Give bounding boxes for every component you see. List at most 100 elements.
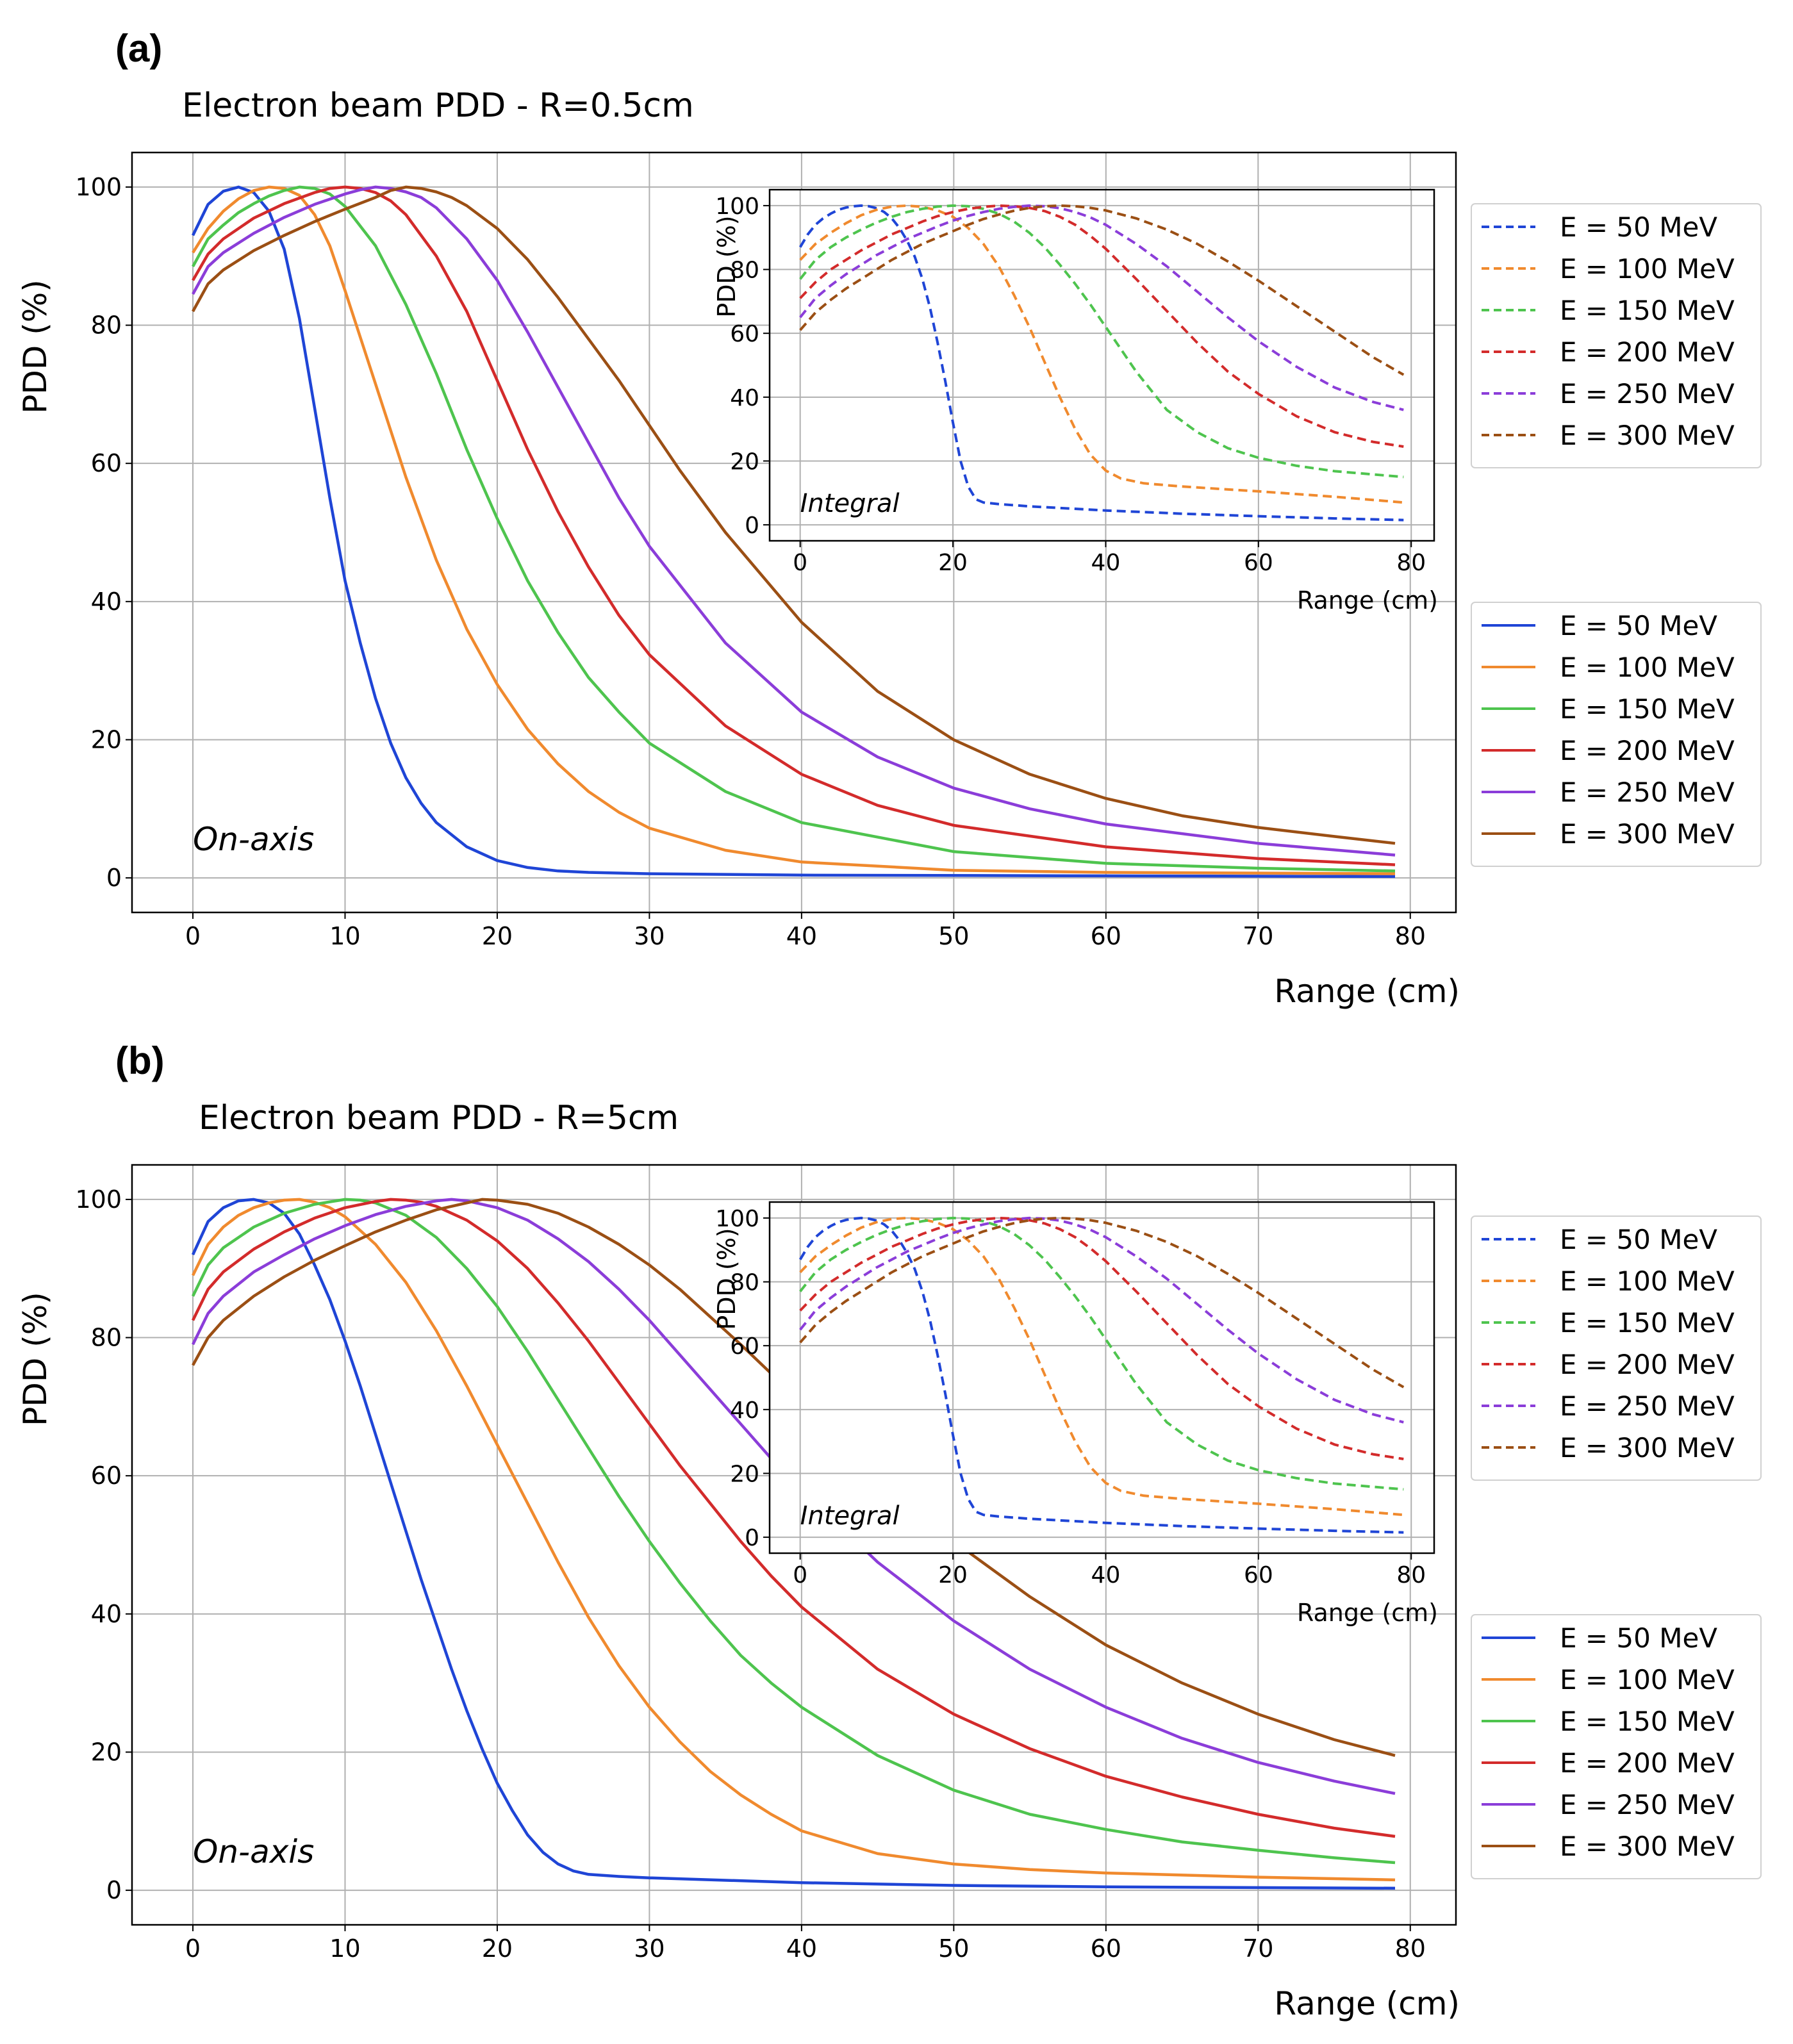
inset-x-tick-label: 40	[1091, 1562, 1121, 1588]
chart-panel-a: (a) Electron beam PDD - R=0.5cm 0 10 20 30 40 5…	[17, 27, 1762, 1010]
inset-y-axis-label: PDD (%)	[713, 215, 741, 317]
y-tick-label: 100	[75, 1185, 122, 1214]
legend-frame	[1471, 602, 1762, 867]
x-tick-label: 80	[1395, 1934, 1426, 1963]
x-tick-label: 0	[185, 1934, 201, 1963]
y-tick-label: 60	[91, 449, 122, 477]
inset-x-tick-label: 0	[793, 1562, 807, 1588]
panel-label: (b)	[115, 1039, 165, 1082]
inset-x-tick-label: 80	[1396, 550, 1426, 576]
inset-plot: 0 20 40 60 80 0 20 40 60 80 100 Integral Range (cm) P…	[713, 1201, 1438, 1627]
series-line-150mev	[192, 185, 1396, 873]
x-tick-label: 0	[185, 922, 201, 950]
inset-y-tick-label: 40	[730, 385, 759, 411]
legend-entry-label: E = 150 MeV	[1560, 1307, 1735, 1339]
x-tick-label: 70	[1243, 1934, 1273, 1963]
x-tick-label: 80	[1395, 922, 1426, 950]
x-tick-label: 50	[938, 922, 969, 950]
inset-series-group	[798, 1216, 1405, 1534]
x-tick-label: 40	[786, 1934, 817, 1963]
inset-series-line-150mev	[799, 204, 1404, 479]
legend-entry-label: E = 300 MeV	[1560, 1831, 1735, 1862]
inset-y-tick-label: 60	[730, 1333, 759, 1360]
inset-y-ticks: 0 20 40 60 80 100	[715, 1206, 1434, 1551]
legend-entry-label: E = 150 MeV	[1560, 1706, 1735, 1737]
y-tick-label: 60	[91, 1462, 122, 1490]
legend-on-axis: E = 50 MeV E = 100 MeV E = 150 MeV E = 200 …	[1471, 1614, 1762, 1879]
series-line-250mev	[191, 1198, 1396, 1795]
legend-entry-label: E = 250 MeV	[1560, 1789, 1735, 1820]
inset-x-tick-label: 20	[938, 1562, 968, 1588]
legend-entry-label: E = 200 MeV	[1560, 735, 1735, 766]
legend-entry-label: E = 200 MeV	[1560, 1747, 1735, 1779]
inset-series-line-250mev	[799, 1216, 1404, 1424]
x-tick-label: 70	[1243, 922, 1273, 950]
inset-series-line-200mev	[799, 204, 1404, 448]
x-tick-label: 50	[938, 1934, 969, 1963]
legend-entry-label: E = 300 MeV	[1560, 1432, 1735, 1463]
inset-y-tick-label: 80	[730, 258, 759, 284]
inset-x-tick-label: 40	[1091, 550, 1121, 576]
y-tick-label: 40	[91, 588, 122, 616]
on-axis-annotation: On-axis	[193, 1833, 314, 1870]
x-tick-label: 40	[786, 922, 817, 950]
inset-x-ticks: 0 20 40 60 80	[793, 1202, 1426, 1588]
legend-entry-label: E = 250 MeV	[1560, 378, 1735, 409]
inset-y-tick-label: 100	[715, 194, 759, 220]
inset-y-tick-label: 20	[730, 449, 759, 475]
inset-y-tick-label: 80	[730, 1270, 759, 1296]
inset-plot-background	[770, 1202, 1434, 1553]
inset-plot-background	[770, 190, 1434, 541]
y-tick-label: 20	[91, 1738, 122, 1766]
inset-y-tick-label: 60	[730, 321, 759, 347]
y-tick-label: 100	[75, 173, 122, 201]
series-line-100mev	[191, 1198, 1396, 1882]
legend-frame	[1471, 1614, 1762, 1879]
plot-frame	[131, 151, 1457, 914]
legend-entry-label: E = 50 MeV	[1560, 610, 1717, 641]
on-axis-annotation: On-axis	[193, 821, 314, 858]
y-tick-label: 0	[106, 864, 122, 892]
x-tick-label: 10	[329, 922, 360, 950]
series-line-150mev	[191, 1198, 1396, 1865]
chart-panel-b: (b) Electron beam PDD - R=5cm 0 10 20 30 40 50 6…	[17, 1039, 1762, 2022]
y-tick-label: 80	[91, 311, 122, 340]
series-line-200mev	[192, 185, 1396, 866]
legend-entry-label: E = 250 MeV	[1560, 1390, 1735, 1422]
inset-series-group	[798, 204, 1405, 522]
inset-frame	[768, 1201, 1435, 1554]
legend-entry-label: E = 200 MeV	[1560, 1349, 1735, 1380]
x-tick-label: 10	[329, 1934, 360, 1963]
inset-series-line-50mev	[798, 1216, 1404, 1534]
y-tick-label: 80	[91, 1324, 122, 1352]
inset-x-tick-label: 0	[793, 550, 807, 576]
x-tick-label: 20	[482, 922, 513, 950]
inset-y-axis-label: PDD (%)	[713, 1228, 741, 1330]
integral-annotation: Integral	[800, 489, 900, 518]
x-tick-label: 20	[482, 1934, 513, 1963]
inset-y-tick-label: 0	[745, 513, 759, 539]
legend-on-axis: E = 50 MeV E = 100 MeV E = 150 MeV E = 200 …	[1471, 602, 1762, 867]
x-tick-label: 30	[634, 922, 665, 950]
y-axis-label: PDD (%)	[17, 279, 54, 414]
inset-series-line-300mev	[799, 204, 1405, 376]
y-tick-label: 20	[91, 725, 122, 754]
inset-series-line-250mev	[799, 204, 1404, 411]
inset-y-tick-label: 100	[715, 1206, 759, 1232]
series-line-300mev	[192, 185, 1396, 845]
legend-entry-label: E = 300 MeV	[1560, 420, 1735, 451]
main-plot: 0 10 20 30 40 50 60 70 80 0 20 40 60 80 100 On-axis Rang…	[17, 151, 1460, 1010]
inset-x-tick-label: 80	[1396, 1562, 1426, 1588]
x-axis-label: Range (cm)	[1274, 1985, 1460, 2022]
integral-annotation: Integral	[800, 1501, 900, 1531]
legend-frame	[1471, 1216, 1762, 1481]
inset-series-line-150mev	[799, 1216, 1404, 1491]
inset-x-tick-label: 60	[1244, 1562, 1273, 1588]
legend-entry-label: E = 100 MeV	[1560, 652, 1735, 683]
inset-y-tick-label: 40	[730, 1397, 759, 1424]
legend-entry-label: E = 150 MeV	[1560, 693, 1735, 725]
inset-frame	[768, 188, 1435, 542]
series-line-300mev	[192, 1198, 1396, 1757]
inset-y-tick-label: 0	[745, 1525, 759, 1551]
